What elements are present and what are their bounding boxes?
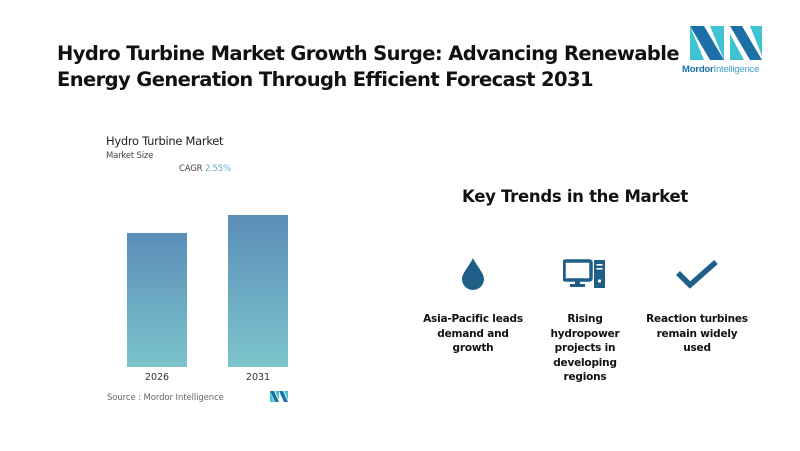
chart-subtitle: Market Size [106, 151, 154, 161]
water-drop-icon [462, 258, 484, 290]
mordor-intelligence-logo-icon [690, 26, 762, 60]
x-tick-label: 2026 [145, 372, 169, 383]
trend-item: Rising hydropower projects in developing… [530, 256, 640, 385]
trend-item: Asia-Pacific leads demand and growth [418, 256, 528, 356]
page-title: Hydro Turbine Market Growth Surge: Advan… [57, 41, 680, 93]
computer-icon [563, 259, 605, 288]
trend-label: Asia-Pacific leads demand and growth [423, 313, 523, 354]
cagr-annotation: CAGR 2.55% [179, 164, 231, 174]
trend-label: Rising hydropower projects in developing… [550, 313, 620, 383]
logo-text: MordorIntelligence [682, 64, 760, 75]
bar-2026 [127, 232, 187, 367]
page-title-line-1: Hydro Turbine Market Growth Surge: Advan… [57, 42, 680, 65]
x-tick-label: 2031 [246, 372, 270, 383]
checkmark-icon [676, 259, 718, 289]
key-trends-title: Key Trends in the Market [462, 187, 688, 206]
bar-2031 [228, 215, 288, 367]
mini-logo-icon [270, 391, 288, 402]
chart-title: Hydro Turbine Market [106, 134, 224, 148]
trend-item: Reaction turbines remain widely used [642, 256, 752, 356]
cagr-value: 2.55% [204, 164, 231, 174]
market-size-bar-chart: 2026 2031 [127, 215, 288, 383]
page-title-line-2: Energy Generation Through Efficient Fore… [57, 68, 594, 91]
source-text: Source : Mordor Intelligence [107, 393, 224, 403]
trend-label: Reaction turbines remain widely used [646, 313, 748, 354]
